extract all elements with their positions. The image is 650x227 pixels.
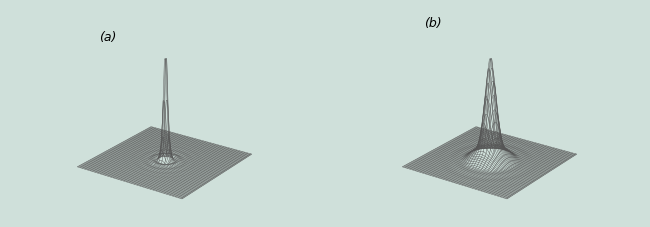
Text: (b): (b) (424, 17, 441, 30)
Text: (a): (a) (99, 31, 116, 44)
